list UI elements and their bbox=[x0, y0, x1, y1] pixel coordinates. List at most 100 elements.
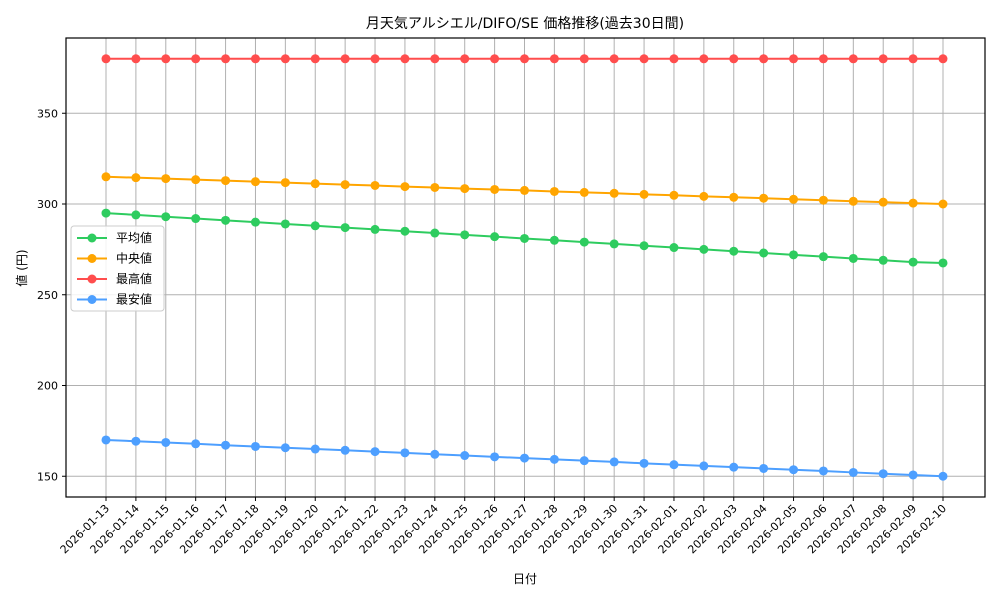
y-tick-label: 300 bbox=[37, 198, 58, 211]
data-point bbox=[789, 54, 799, 64]
data-point bbox=[759, 193, 769, 203]
legend-box bbox=[70, 225, 165, 312]
data-point bbox=[310, 444, 320, 454]
data-point bbox=[131, 210, 141, 220]
data-point bbox=[340, 445, 350, 455]
data-point bbox=[609, 239, 619, 249]
data-point bbox=[639, 54, 649, 64]
data-point bbox=[520, 233, 529, 243]
y-tick-label: 350 bbox=[37, 107, 58, 120]
data-point bbox=[131, 54, 141, 64]
legend-label: 最安値 bbox=[116, 292, 152, 307]
data-point bbox=[430, 182, 440, 192]
data-point bbox=[878, 197, 888, 207]
data-point bbox=[669, 54, 679, 64]
data-point bbox=[340, 54, 350, 64]
data-point bbox=[878, 469, 888, 479]
data-point bbox=[340, 180, 350, 190]
data-point bbox=[848, 54, 858, 64]
data-point bbox=[460, 230, 470, 240]
plot-frame bbox=[65, 37, 986, 498]
data-point bbox=[191, 214, 201, 224]
legend-label: 最高値 bbox=[116, 271, 152, 286]
data-point bbox=[729, 192, 739, 202]
data-point bbox=[639, 189, 649, 199]
data-point bbox=[310, 179, 320, 189]
data-point bbox=[370, 224, 380, 234]
data-point bbox=[101, 435, 111, 445]
data-point bbox=[938, 54, 948, 64]
data-point bbox=[460, 54, 470, 64]
data-point bbox=[699, 244, 709, 254]
data-point bbox=[759, 463, 769, 473]
data-point bbox=[938, 199, 948, 209]
data-point bbox=[131, 173, 141, 183]
data-point bbox=[370, 447, 380, 457]
data-point bbox=[490, 452, 500, 462]
data-point bbox=[908, 257, 918, 267]
data-point bbox=[370, 180, 380, 190]
data-point bbox=[908, 54, 918, 64]
data-point bbox=[520, 185, 529, 195]
data-point bbox=[161, 212, 171, 222]
data-point bbox=[430, 449, 440, 459]
data-point bbox=[490, 232, 500, 242]
data-point bbox=[101, 208, 111, 218]
data-point bbox=[878, 54, 888, 64]
data-point bbox=[908, 198, 918, 208]
data-point bbox=[579, 237, 589, 247]
data-point bbox=[221, 440, 231, 450]
y-axis-label: 値 (円) bbox=[14, 249, 29, 286]
data-point bbox=[250, 441, 260, 451]
data-point bbox=[161, 437, 171, 447]
data-point bbox=[430, 54, 440, 64]
series-lines bbox=[101, 54, 948, 481]
legend-marker bbox=[87, 295, 97, 304]
data-point bbox=[520, 453, 529, 463]
data-point bbox=[609, 188, 619, 198]
data-point bbox=[818, 54, 828, 64]
data-point bbox=[101, 172, 111, 182]
data-point bbox=[280, 443, 290, 453]
data-point bbox=[400, 448, 410, 458]
data-point bbox=[400, 54, 410, 64]
data-point bbox=[490, 184, 500, 194]
data-point bbox=[729, 246, 739, 256]
legend-marker bbox=[87, 254, 97, 263]
data-point bbox=[818, 252, 828, 262]
data-point bbox=[460, 184, 470, 194]
data-point bbox=[131, 436, 141, 446]
data-point bbox=[609, 54, 619, 64]
data-point bbox=[490, 54, 500, 64]
data-point bbox=[818, 195, 828, 205]
data-point bbox=[400, 226, 410, 236]
x-axis-label: 日付 bbox=[513, 572, 537, 586]
data-point bbox=[520, 54, 529, 64]
data-point bbox=[908, 470, 918, 480]
data-point bbox=[310, 54, 320, 64]
data-point bbox=[759, 248, 769, 258]
data-point bbox=[759, 54, 769, 64]
data-point bbox=[280, 178, 290, 188]
data-point bbox=[938, 471, 948, 481]
data-point bbox=[848, 196, 858, 206]
data-point bbox=[579, 456, 589, 466]
y-axis-ticks: 150 200 250 300 350 bbox=[37, 107, 66, 483]
data-point bbox=[669, 190, 679, 200]
data-point bbox=[280, 219, 290, 229]
data-point bbox=[221, 176, 231, 186]
data-point bbox=[101, 54, 111, 64]
data-point bbox=[161, 54, 171, 64]
data-point bbox=[789, 194, 799, 204]
data-point bbox=[430, 228, 440, 238]
data-point bbox=[400, 182, 410, 192]
x-axis-ticks: 2026-01-132026-01-142026-01-152026-01-16… bbox=[58, 497, 949, 556]
data-point bbox=[789, 250, 799, 260]
data-point bbox=[639, 241, 649, 251]
grid-lines bbox=[66, 38, 985, 497]
data-point bbox=[848, 253, 858, 263]
data-point bbox=[669, 243, 679, 253]
data-point bbox=[549, 186, 559, 196]
legend-label: 平均値 bbox=[116, 230, 152, 245]
